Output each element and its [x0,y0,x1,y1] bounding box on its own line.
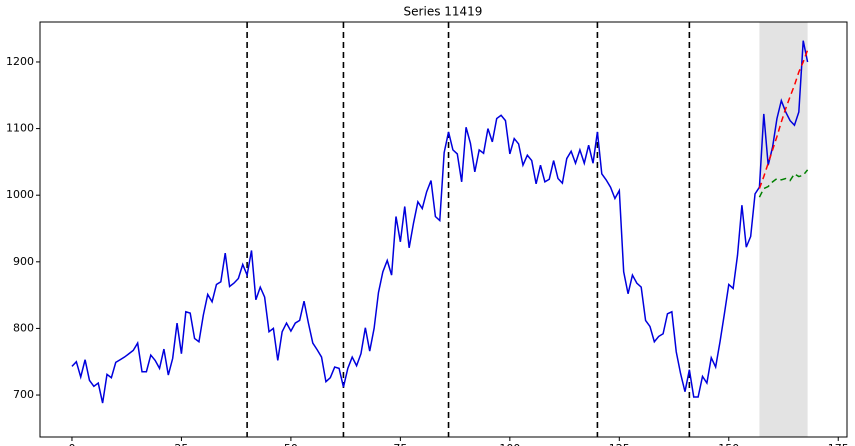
y-tick-label: 900 [13,255,34,268]
plot-frame [39,21,848,438]
y-tick-label: 700 [13,388,34,401]
x-tick-label: 125 [609,442,630,446]
x-tick-label: 175 [828,442,849,446]
x-tick-label: 50 [284,442,298,446]
x-tick-label: 0 [68,442,75,446]
series-line [758,49,809,189]
y-tick-label: 800 [13,321,34,334]
y-tick-label: 1200 [6,55,34,68]
series-line [758,169,809,198]
chart-title: Series 11419 [404,5,483,19]
series-line [71,40,809,404]
x-tick-label: 100 [499,442,520,446]
y-tick-label: 1100 [6,122,34,135]
y-tick-label: 1000 [6,188,34,201]
x-tick-label: 75 [393,442,407,446]
x-tick-label: 25 [174,442,188,446]
x-tick-label: 150 [718,442,739,446]
